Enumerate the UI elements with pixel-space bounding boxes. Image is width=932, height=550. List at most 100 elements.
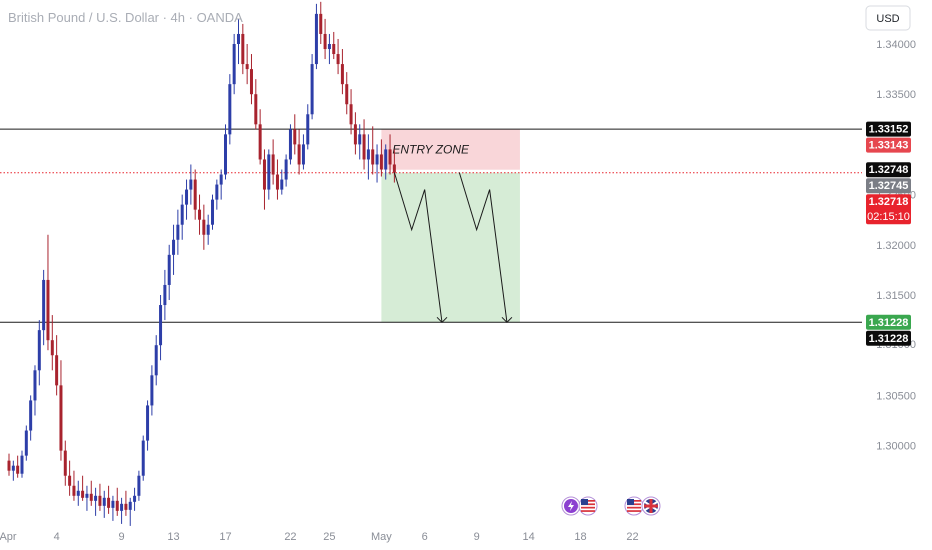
candle-body [340, 64, 344, 85]
candle [24, 425, 28, 461]
target-zone[interactable] [381, 172, 520, 323]
candle [202, 204, 206, 250]
candle [111, 495, 115, 521]
us-flag-icon[interactable] [624, 496, 644, 516]
candle-body [219, 174, 223, 185]
x-tick-label: Apr [0, 531, 17, 543]
candle-body [275, 174, 279, 190]
price-tag-label: 1.33152 [869, 124, 909, 136]
entry-zone[interactable] [381, 129, 520, 170]
candle [219, 169, 223, 200]
candle [98, 483, 102, 511]
candle [293, 114, 297, 155]
candle-body [336, 54, 340, 65]
candle [340, 49, 344, 95]
candle-body [124, 503, 128, 510]
entry-zone-label: ENTRY ZONE [392, 142, 470, 156]
candle [63, 440, 67, 486]
candle-body [375, 154, 379, 165]
candle-body [215, 184, 219, 200]
candle [288, 124, 292, 165]
candle [150, 365, 154, 416]
candle-body [288, 129, 292, 160]
us-flag-icon[interactable] [578, 496, 598, 516]
candle [185, 179, 189, 220]
candle-body [68, 475, 72, 486]
candle-body [384, 149, 388, 170]
price-tag-bg [866, 178, 911, 194]
candle-body [306, 114, 310, 145]
price-tag-bg [866, 194, 911, 225]
tag-1-32748[interactable]: 1.32748 [866, 162, 911, 178]
candle-body [349, 104, 353, 125]
candle [258, 109, 262, 165]
y-tick-label: 1.30500 [876, 390, 916, 402]
candle [327, 33, 331, 65]
candle-body [366, 149, 370, 160]
candle [384, 144, 388, 180]
candle [271, 139, 275, 185]
candle-body [327, 44, 331, 50]
candle-body [388, 149, 392, 165]
candle [349, 89, 353, 135]
candle-body [11, 465, 15, 471]
candle-body [249, 69, 253, 95]
candle [375, 144, 379, 183]
y-tick-label: 1.33500 [876, 89, 916, 101]
flag-stripe [627, 506, 641, 509]
tag-1-33143[interactable]: 1.33143 [866, 137, 911, 153]
candle [388, 134, 392, 175]
candle-body [198, 209, 202, 220]
lightning-flag-icon[interactable] [561, 496, 581, 516]
candle-body [202, 219, 206, 235]
currency-button[interactable]: USD [865, 5, 911, 31]
candle [392, 149, 396, 183]
candle-body [293, 129, 297, 145]
candle [20, 450, 24, 478]
candle [133, 487, 137, 511]
candle-body [89, 493, 93, 501]
candle-body [284, 159, 288, 180]
candle [379, 139, 383, 177]
tag-1-33152[interactable]: 1.33152 [866, 121, 911, 137]
candle-body [176, 224, 180, 240]
candle-body [50, 340, 54, 356]
candle [267, 149, 271, 200]
candle [42, 269, 46, 346]
uk-flag-icon[interactable] [641, 496, 661, 516]
tag-1-31228-black[interactable]: 1.31228 [866, 330, 911, 346]
x-tick-label: 14 [522, 531, 534, 543]
candle [176, 209, 180, 255]
tag-1-32745[interactable]: 1.32745 [866, 178, 911, 194]
projection-path-1 [393, 172, 443, 323]
candle [332, 31, 336, 60]
tag-1-31228-green[interactable]: 1.31228 [866, 314, 911, 330]
x-tick-label: 17 [219, 531, 231, 543]
x-tick-label: 22 [284, 531, 296, 543]
candle [241, 23, 245, 75]
candle-body [29, 400, 33, 431]
candle [81, 475, 85, 501]
candle [245, 44, 249, 85]
candle [120, 497, 124, 524]
candle-body [76, 490, 80, 496]
candle [358, 124, 362, 160]
candle [94, 487, 98, 516]
candle [89, 480, 93, 506]
flag-stripe [581, 506, 595, 509]
candle-body [46, 279, 50, 341]
price-tag-bg [866, 137, 911, 153]
candle [72, 470, 76, 501]
x-tick-label: May [371, 531, 392, 543]
tag-1-32718[interactable]: 1.32718 02:15:10 [866, 194, 911, 225]
candle-body [353, 124, 357, 145]
candle [297, 129, 301, 175]
candle [68, 460, 72, 496]
candle-body [301, 144, 305, 165]
candle [211, 194, 215, 230]
candle [124, 490, 128, 516]
candle-body [133, 495, 137, 502]
x-tick-label: 13 [167, 531, 179, 543]
